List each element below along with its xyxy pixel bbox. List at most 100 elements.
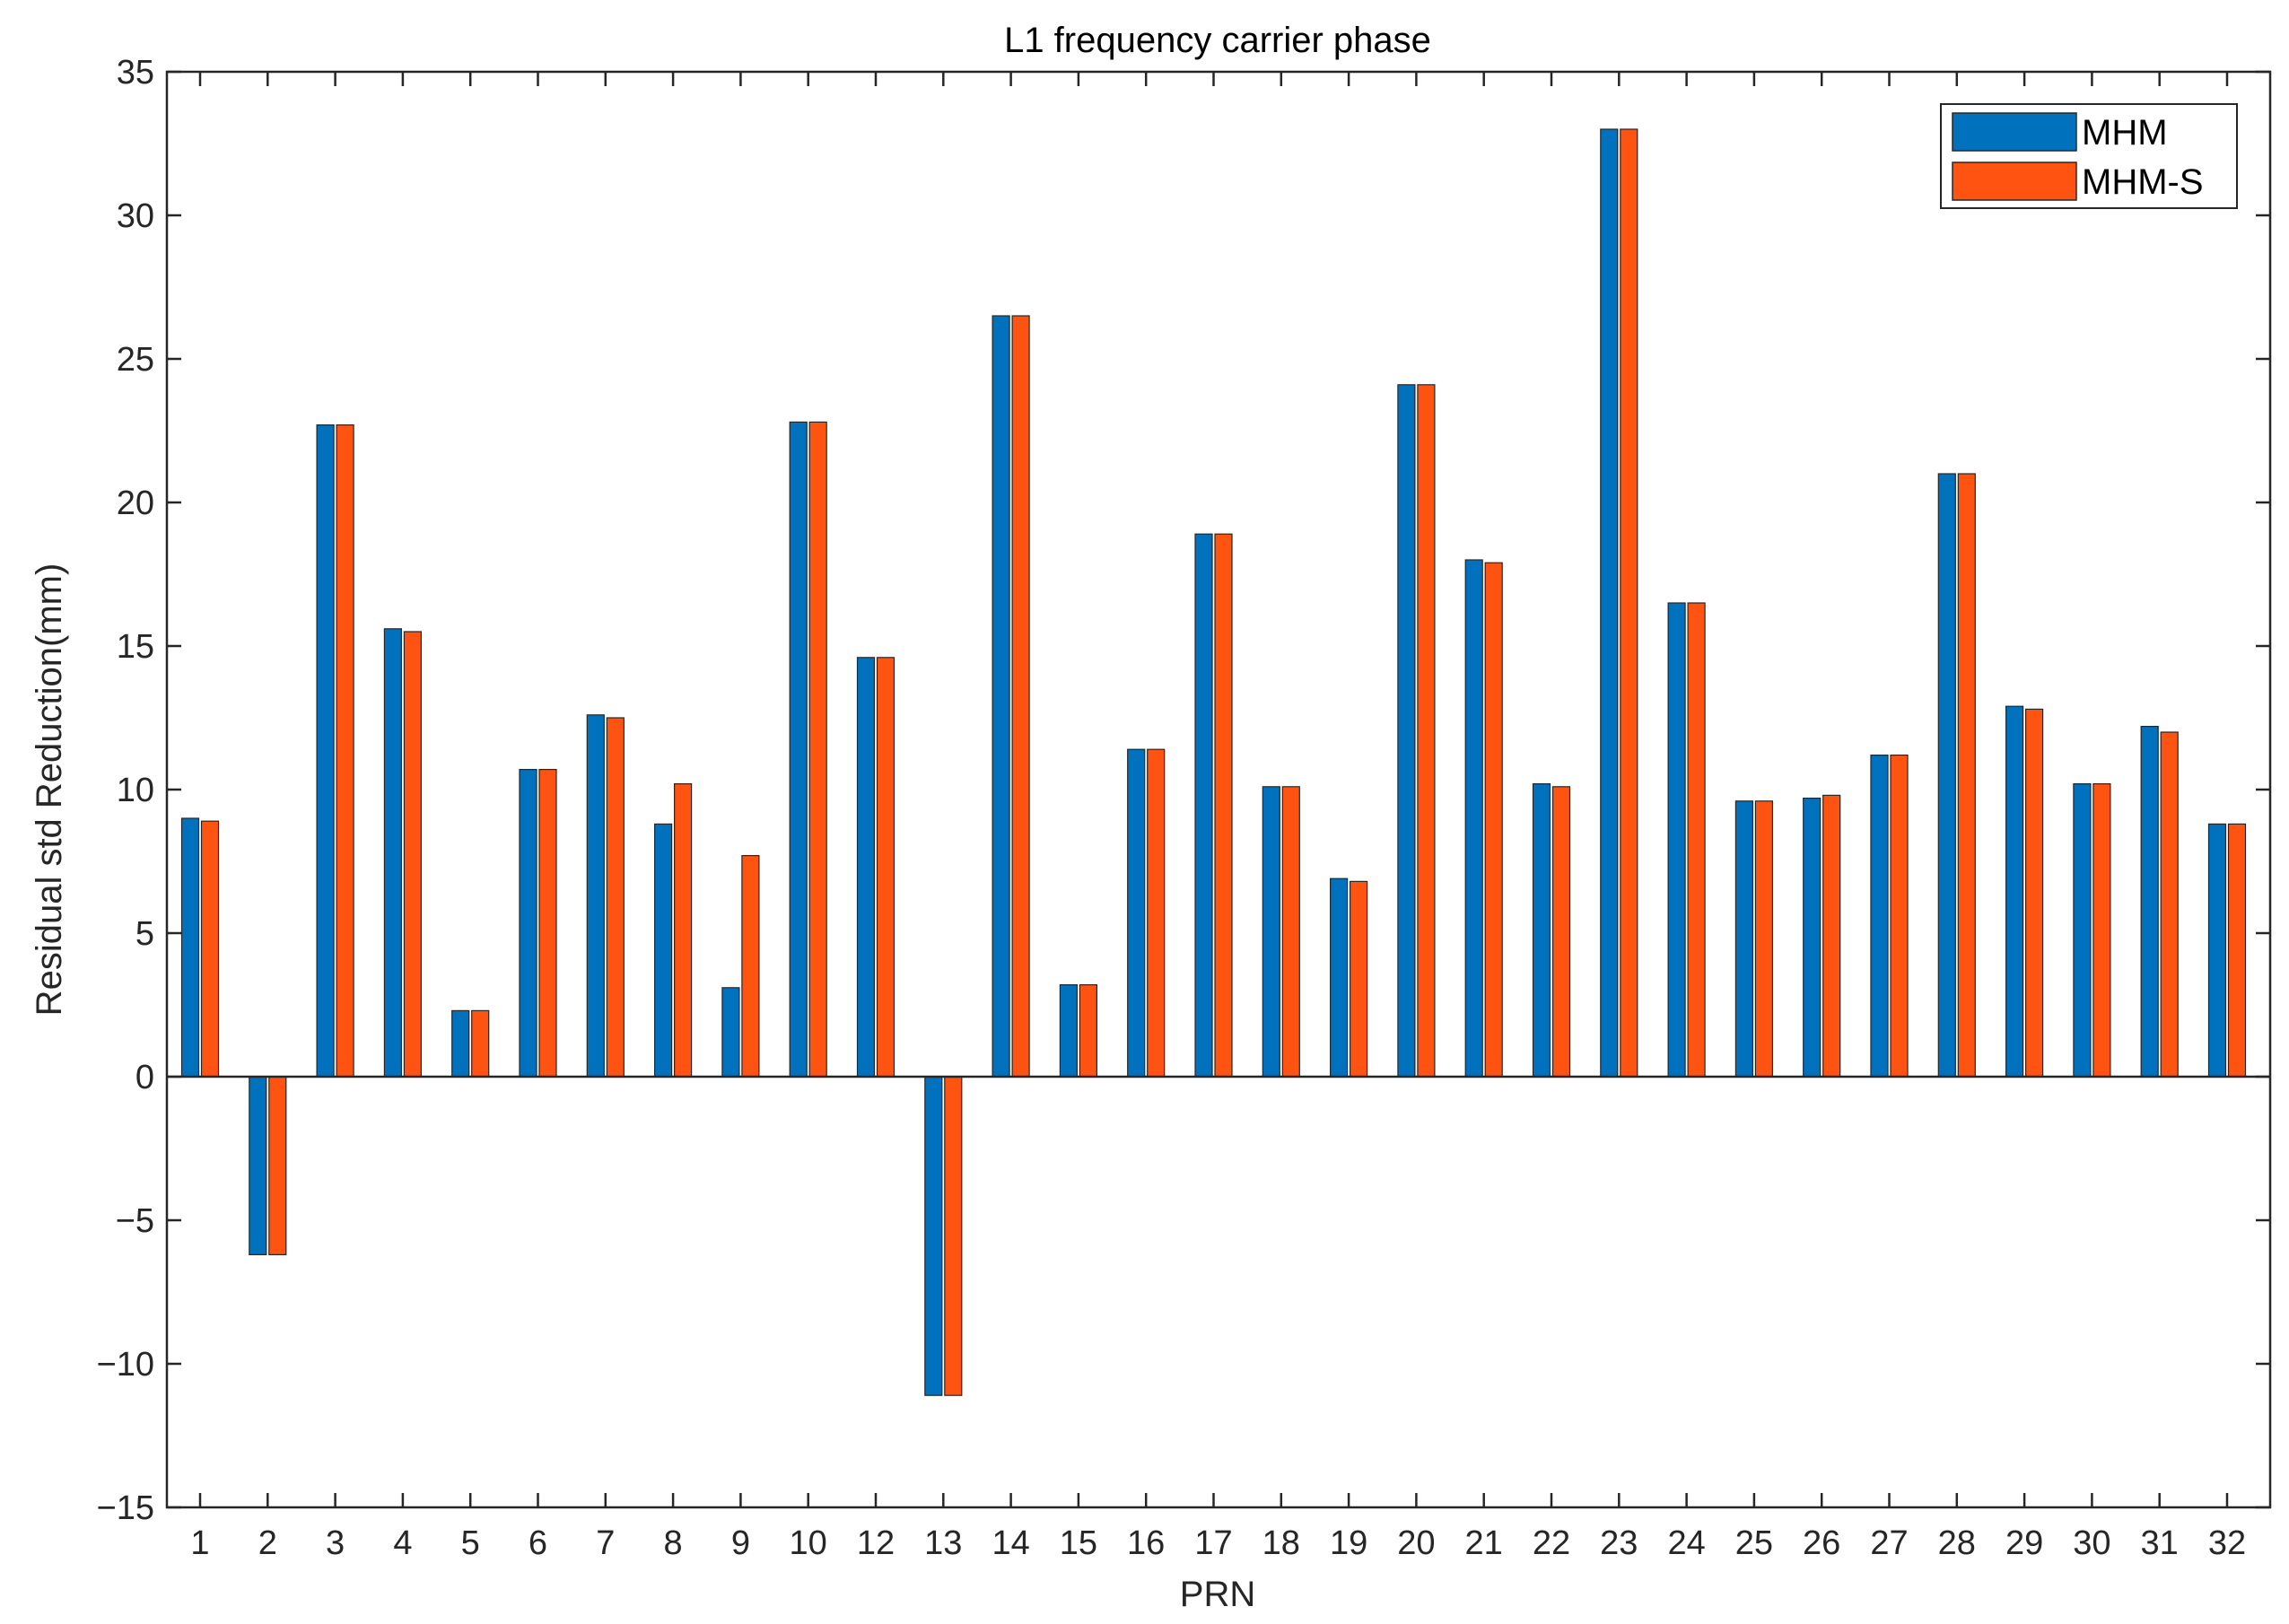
bar-mhm-s-prn-20	[1417, 384, 1436, 1078]
bar-mhm-prn-17	[1194, 533, 1213, 1078]
legend-swatch-mhm-s	[1952, 162, 2077, 201]
x-tick-label: 27	[1870, 1524, 1908, 1562]
bar-mhm-s-prn-12	[876, 657, 896, 1078]
x-tick-label: 2	[258, 1524, 277, 1562]
y-tick-label: 5	[135, 915, 154, 953]
x-axis-label: PRN	[1180, 1575, 1255, 1614]
bar-mhm-s-prn-4	[403, 631, 422, 1078]
x-tick-label: 29	[2005, 1524, 2043, 1562]
y-tick-label: −10	[97, 1346, 154, 1384]
bar-mhm-prn-13	[924, 1076, 943, 1396]
x-tick-label: 16	[1127, 1524, 1165, 1562]
x-tick-label: 21	[1465, 1524, 1503, 1562]
bar-mhm-s-prn-3	[336, 424, 354, 1078]
x-tick-label: 25	[1735, 1524, 1773, 1562]
bar-mhm-prn-22	[1532, 782, 1551, 1078]
y-tick-label: −15	[97, 1489, 154, 1527]
bar-mhm-prn-8	[653, 823, 673, 1078]
bar-mhm-s-prn-27	[1890, 754, 1909, 1078]
bar-mhm-s-prn-26	[1822, 794, 1841, 1078]
bar-mhm-s-prn-10	[808, 421, 827, 1078]
x-tick-label: 23	[1600, 1524, 1638, 1562]
y-axis: −15 −10 −5 0 5 10 15 20 25 30 35	[97, 54, 2270, 1527]
bar-mhm-s-prn-1	[200, 820, 220, 1078]
x-tick-label: 30	[2073, 1524, 2110, 1562]
bar-mhm-prn-12	[856, 657, 876, 1078]
bar-mhm-s-prn-25	[1754, 800, 1774, 1078]
x-tick-label: 31	[2141, 1524, 2179, 1562]
bar-mhm-prn-23	[1600, 128, 1619, 1078]
x-tick-label: 17	[1194, 1524, 1232, 1562]
bar-mhm-prn-19	[1329, 877, 1349, 1078]
bar-mhm-s-prn-16	[1147, 748, 1166, 1078]
bar-mhm-s-prn-23	[1620, 128, 1638, 1078]
x-tick-label: 14	[992, 1524, 1029, 1562]
bar-mhm-prn-3	[316, 424, 335, 1078]
bar-mhm-s-prn-15	[1079, 983, 1098, 1078]
x-tick-label: 19	[1330, 1524, 1367, 1562]
bar-mhm-prn-9	[721, 987, 740, 1078]
bar-mhm-s-prn-30	[2092, 782, 2111, 1078]
x-tick-label: 5	[461, 1524, 480, 1562]
bar-mhm-prn-21	[1464, 559, 1483, 1078]
legend-label-mhm-s: MHM-S	[2082, 162, 2204, 202]
x-axis: 1 2 3 4 5 6 7 8 9 10 12 13 14 15 16 17 18 19 20 21 22 23 24 25 2…	[190, 72, 2246, 1562]
bar-mhm-prn-20	[1397, 384, 1416, 1078]
x-tick-label: 3	[326, 1524, 345, 1562]
y-tick-label: 20	[117, 485, 154, 522]
bar-mhm-s-prn-13	[944, 1076, 963, 1396]
x-tick-label: 15	[1060, 1524, 1097, 1562]
y-tick-label: 0	[135, 1059, 154, 1096]
bar-mhm-s-prn-14	[1011, 315, 1030, 1078]
bar-mhm-prn-5	[451, 1009, 470, 1078]
x-tick-label: 20	[1397, 1524, 1435, 1562]
bar-mhm-s-prn-32	[2227, 823, 2247, 1078]
bar-mhm-prn-29	[2005, 705, 2024, 1078]
bar-mhm-prn-26	[1803, 797, 1822, 1078]
y-tick-label: 35	[117, 54, 154, 92]
bar-mhm-prn-24	[1667, 602, 1686, 1078]
bar-mhm-s-prn-9	[741, 854, 760, 1078]
y-tick-label: 25	[117, 341, 154, 379]
x-tick-label: 9	[731, 1524, 750, 1562]
x-tick-label: 7	[596, 1524, 615, 1562]
bar-mhm-prn-7	[586, 714, 605, 1078]
x-tick-label: 13	[924, 1524, 962, 1562]
legend: MHM MHM-S	[1940, 103, 2238, 209]
x-tick-label: 32	[2208, 1524, 2246, 1562]
bar-mhm-prn-6	[519, 768, 537, 1078]
bar-mhm-prn-4	[383, 628, 402, 1078]
bar-mhm-prn-15	[1059, 983, 1079, 1078]
bar-mhm-s-prn-24	[1687, 602, 1706, 1078]
bar-mhm-s-prn-2	[268, 1076, 287, 1255]
legend-swatch-mhm	[1952, 112, 2077, 152]
y-tick-label: −5	[116, 1202, 154, 1240]
bar-mhm-s-prn-8	[673, 782, 693, 1078]
x-tick-label: 4	[393, 1524, 412, 1562]
bar-mhm-s-prn-29	[2025, 708, 2044, 1078]
bar-mhm-s-prn-7	[606, 717, 625, 1078]
bar-mhm-s-prn-22	[1551, 786, 1571, 1078]
x-tick-label: 6	[529, 1524, 547, 1562]
x-tick-label: 18	[1262, 1524, 1300, 1562]
chart-title: L1 frequency carrier phase	[1004, 21, 1431, 60]
x-tick-label: 10	[790, 1524, 827, 1562]
bar-mhm-s-prn-31	[2160, 731, 2179, 1078]
x-tick-label: 12	[857, 1524, 895, 1562]
x-tick-label: 22	[1533, 1524, 1570, 1562]
x-tick-label: 26	[1803, 1524, 1840, 1562]
bar-mhm-prn-14	[992, 315, 1010, 1078]
y-tick-label: 30	[117, 197, 154, 235]
x-tick-label: 8	[664, 1524, 683, 1562]
bar-mhm-s-prn-28	[1957, 473, 1976, 1078]
bar-mhm-s-prn-18	[1281, 786, 1300, 1078]
bar-mhm-prn-31	[2140, 725, 2159, 1078]
legend-label-mhm: MHM	[2082, 113, 2168, 153]
bar-mhm-prn-2	[249, 1076, 267, 1255]
bar-mhm-prn-18	[1262, 786, 1280, 1078]
bar-mhm-s-prn-21	[1484, 562, 1503, 1078]
bar-mhm-s-prn-17	[1214, 533, 1233, 1078]
x-tick-label: 28	[1938, 1524, 1976, 1562]
bar-mhm-s-prn-5	[471, 1009, 490, 1078]
